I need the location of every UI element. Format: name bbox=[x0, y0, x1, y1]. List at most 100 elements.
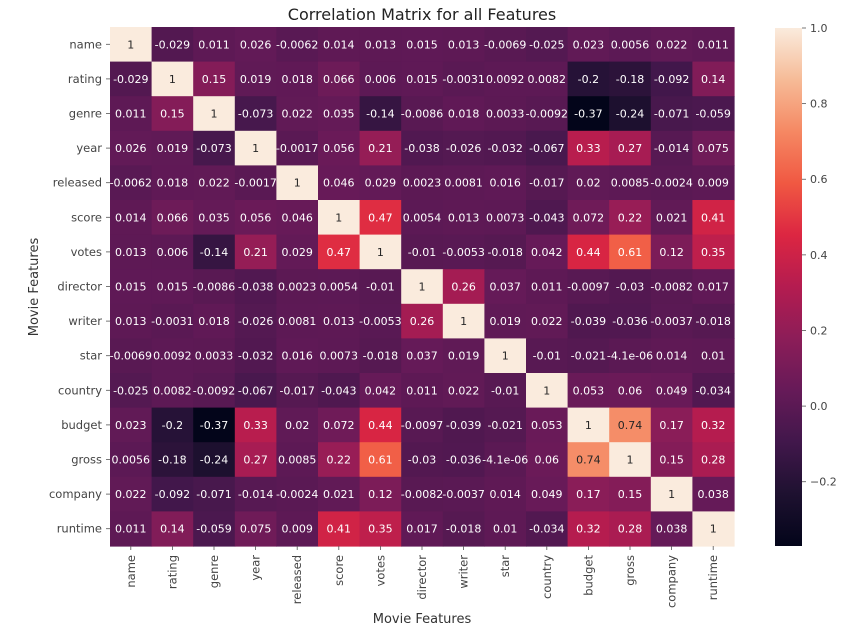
cell-annotation: 0.0033 bbox=[486, 108, 525, 121]
cell-annotation: 0.014 bbox=[489, 488, 521, 501]
heatmap-cell-votes-director bbox=[401, 234, 444, 270]
heatmap-cell-votes-name bbox=[110, 234, 153, 270]
heatmap-cell-year-country bbox=[526, 130, 569, 166]
cell-annotation: 0.011 bbox=[697, 38, 729, 51]
cell-annotation: -0.038 bbox=[238, 281, 273, 294]
heatmap-cell-year-year bbox=[234, 130, 277, 166]
heatmap-cell-budget-year bbox=[234, 407, 277, 443]
cell-annotation: 0.013 bbox=[448, 211, 480, 224]
heatmap-cell-released-name bbox=[110, 165, 153, 201]
heatmap-cell-released-company bbox=[650, 165, 693, 201]
heatmap-cell-genre-year bbox=[234, 96, 277, 132]
heatmap-cell-score-director bbox=[401, 200, 444, 236]
heatmap-cell-country-company bbox=[650, 373, 693, 409]
heatmap-cell-director-runtime bbox=[692, 269, 735, 305]
cell-annotation: 0.029 bbox=[281, 246, 313, 259]
heatmap-cell-released-released bbox=[276, 165, 319, 201]
heatmap-cell-writer-budget bbox=[567, 303, 610, 339]
cell-annotation: 0.023 bbox=[115, 419, 147, 432]
cell-annotation: 0.15 bbox=[160, 108, 185, 121]
heatmap-cell-score-year bbox=[234, 200, 277, 236]
x-tick-label-year: year bbox=[249, 555, 263, 581]
heatmap-cell-gross-released bbox=[276, 442, 319, 478]
heatmap-cell-score-star bbox=[484, 200, 527, 236]
heatmap-cell-writer-country bbox=[526, 303, 569, 339]
cell-annotation: 0.017 bbox=[406, 523, 438, 536]
cell-annotation: 0.038 bbox=[697, 488, 729, 501]
heatmap-cell-runtime-gross bbox=[609, 511, 652, 547]
cell-annotation: 0.035 bbox=[198, 211, 230, 224]
colorbar-tick-label: 0.0 bbox=[810, 400, 828, 413]
heatmap-cell-director-budget bbox=[567, 269, 610, 305]
heatmap-cell-votes-score bbox=[318, 234, 361, 270]
cell-annotation: 0.33 bbox=[576, 142, 601, 155]
cell-annotation: -0.025 bbox=[113, 384, 148, 397]
heatmap-cell-writer-released bbox=[276, 303, 319, 339]
heatmap-cell-year-rating bbox=[151, 130, 194, 166]
cell-annotation: 0.013 bbox=[323, 315, 355, 328]
heatmap-cell-year-budget bbox=[567, 130, 610, 166]
cell-annotation: 0.042 bbox=[365, 384, 397, 397]
cell-annotation: -0.032 bbox=[487, 142, 522, 155]
heatmap-cell-runtime-released bbox=[276, 511, 319, 547]
y-tick-label-company: company bbox=[49, 487, 102, 501]
cell-annotation: 1 bbox=[294, 177, 301, 190]
heatmap-cell-gross-score bbox=[318, 442, 361, 478]
heatmap-cell-director-writer bbox=[442, 269, 485, 305]
heatmap-cell-writer-votes bbox=[359, 303, 402, 339]
cell-annotation: 0.35 bbox=[368, 523, 393, 536]
x-tick-label-gross: gross bbox=[623, 555, 637, 586]
heatmap-cell-country-gross bbox=[609, 373, 652, 409]
cell-annotation: -4.1e-06 bbox=[607, 350, 653, 363]
cell-annotation: 0.27 bbox=[243, 454, 268, 467]
heatmap-cell-runtime-genre bbox=[193, 511, 236, 547]
cell-annotation: 0.17 bbox=[659, 419, 684, 432]
cell-annotation: 0.046 bbox=[281, 211, 313, 224]
x-tick-label-runtime: runtime bbox=[706, 555, 720, 600]
cell-annotation: 0.14 bbox=[160, 523, 185, 536]
cell-annotation: 0.009 bbox=[697, 177, 729, 190]
cell-annotation: -0.071 bbox=[654, 108, 689, 121]
y-tick-label-runtime: runtime bbox=[57, 522, 102, 536]
cell-annotation: 0.066 bbox=[157, 211, 189, 224]
cell-annotation: -0.071 bbox=[196, 488, 231, 501]
cell-annotation: 0.06 bbox=[618, 384, 643, 397]
heatmap-cell-rating-country bbox=[526, 61, 569, 97]
heatmap-cell-gross-budget bbox=[567, 442, 610, 478]
heatmap-cell-country-year bbox=[234, 373, 277, 409]
cell-annotation: 0.019 bbox=[448, 350, 480, 363]
cell-annotation: 1 bbox=[627, 454, 634, 467]
cell-annotation: 0.14 bbox=[701, 73, 726, 86]
cell-annotation: -0.021 bbox=[487, 419, 522, 432]
cell-annotation: 0.072 bbox=[323, 419, 355, 432]
heatmap-cell-company-name bbox=[110, 476, 153, 512]
cell-annotation: 1 bbox=[127, 38, 134, 51]
cell-annotation: 0.011 bbox=[406, 384, 438, 397]
cell-annotation: 0.019 bbox=[157, 142, 189, 155]
cell-annotation: 0.22 bbox=[618, 211, 643, 224]
cell-annotation: 0.61 bbox=[618, 246, 643, 259]
cell-annotation: -0.036 bbox=[446, 454, 481, 467]
cell-annotation: -0.0053 bbox=[359, 315, 401, 328]
x-tick-label-genre: genre bbox=[207, 555, 221, 588]
heatmap-cell-votes-writer bbox=[442, 234, 485, 270]
heatmap-cell-star-genre bbox=[193, 338, 236, 374]
heatmap-cell-star-released bbox=[276, 338, 319, 374]
colorbar: −0.2 0.0 0.2 0.4 0.6 0.8 1.0 bbox=[775, 22, 837, 546]
heatmap-cell-released-country bbox=[526, 165, 569, 201]
heatmap-cell-year-released bbox=[276, 130, 319, 166]
cell-annotation: -0.034 bbox=[695, 384, 730, 397]
heatmap-cell-writer-runtime bbox=[692, 303, 735, 339]
cell-annotation: -0.036 bbox=[612, 315, 647, 328]
heatmap-cell-gross-director bbox=[401, 442, 444, 478]
cell-annotation: 0.075 bbox=[697, 142, 729, 155]
x-axis-label: Movie Features bbox=[373, 612, 472, 627]
cell-annotation: -0.01 bbox=[533, 350, 561, 363]
heatmap-cell-genre-director bbox=[401, 96, 444, 132]
heatmap-cell-company-writer bbox=[442, 476, 485, 512]
heatmap-cell-votes-rating bbox=[151, 234, 194, 270]
heatmap-cell-rating-rating bbox=[151, 61, 194, 97]
cell-annotation: 0.066 bbox=[323, 73, 355, 86]
cell-annotation: -0.24 bbox=[616, 108, 644, 121]
heatmap-cell-score-writer bbox=[442, 200, 485, 236]
